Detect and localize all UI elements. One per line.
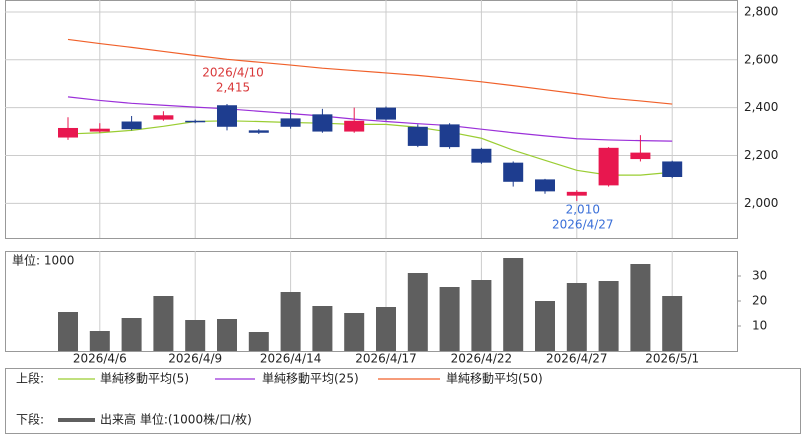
legend-lower-label: 下段:: [16, 412, 44, 427]
y-tick-label: 20: [752, 294, 767, 308]
candle-body: [121, 121, 142, 130]
candle-body: [58, 127, 78, 138]
y-tick-label: 2,800: [744, 4, 778, 18]
y-tick-label: 10: [752, 319, 767, 333]
volume-bar: [630, 264, 651, 351]
volume-bar: [185, 320, 206, 351]
volume-bar: [376, 307, 396, 351]
volume-bar: [535, 301, 555, 351]
candle-body: [662, 161, 683, 178]
candle-body: [376, 107, 396, 120]
x-tick-label: 2026/4/9: [168, 352, 222, 366]
volume-bar: [598, 281, 619, 351]
volume-frame: [5, 251, 738, 352]
y-tick-label: 2,000: [744, 196, 778, 210]
x-tick-label: 2026/4/22: [451, 352, 513, 366]
annotation-value: 2,415: [216, 81, 250, 95]
y-tick-label: 30: [752, 269, 767, 283]
volume-bar: [503, 258, 524, 351]
volume-bar: [89, 331, 110, 351]
price-frame: [5, 0, 738, 239]
legend-upper-label: 上段:: [16, 371, 44, 386]
candle-body: [630, 152, 651, 160]
candle-body: [566, 191, 587, 196]
legend-label: 単純移動平均(50): [446, 372, 543, 386]
candle-body: [471, 148, 492, 163]
candle-body: [344, 120, 365, 132]
moving-average: [67, 120, 673, 176]
x-tick-label: 2026/4/27: [546, 352, 608, 366]
candle-body: [312, 114, 333, 132]
annotation-value: 2,010: [566, 202, 600, 216]
x-tick-label: 2026/4/6: [73, 352, 127, 366]
candle-body: [535, 179, 555, 192]
legend-label: 出来高 単位:(1000株/口/枚): [100, 412, 252, 427]
candle-body: [407, 126, 428, 146]
candle-body: [217, 105, 237, 127]
volume-bar: [344, 313, 365, 351]
annotation-date: 2026/4/10: [202, 66, 264, 80]
candle-body: [503, 162, 524, 182]
moving-average: [67, 96, 673, 142]
candle-body: [89, 128, 110, 132]
moving-average: [67, 38, 673, 105]
volume-bar: [280, 292, 301, 351]
volume-bar: [121, 318, 142, 351]
annotation-date: 2026/4/27: [552, 217, 614, 231]
candle-body: [185, 120, 206, 123]
volume-unit: 単位: 1000: [12, 253, 74, 268]
volume-bar: [58, 312, 78, 351]
legend-label: 単純移動平均(25): [262, 372, 359, 386]
candle-body: [153, 115, 174, 120]
y-tick-label: 2,200: [744, 148, 778, 162]
candle-body: [248, 130, 269, 133]
x-tick-label: 2026/5/1: [645, 352, 699, 366]
volume-bar: [662, 296, 683, 351]
volume-bar: [312, 306, 333, 351]
x-tick-label: 2026/4/14: [260, 352, 322, 366]
volume-bar: [153, 296, 174, 351]
volume-bar: [407, 273, 428, 351]
candle-body: [598, 147, 619, 186]
volume-bar: [439, 287, 460, 351]
legend-label: 単純移動平均(5): [100, 372, 189, 386]
legend-frame: [5, 368, 801, 434]
y-tick-label: 2,600: [744, 52, 778, 66]
volume-bar: [471, 280, 492, 351]
candle-body: [280, 118, 301, 127]
candle-body: [439, 124, 460, 148]
x-tick-label: 2026/4/17: [355, 352, 417, 366]
volume-bar: [248, 332, 269, 351]
volume-bar: [217, 319, 237, 351]
y-tick-label: 2,400: [744, 100, 778, 114]
volume-bar: [566, 283, 587, 351]
